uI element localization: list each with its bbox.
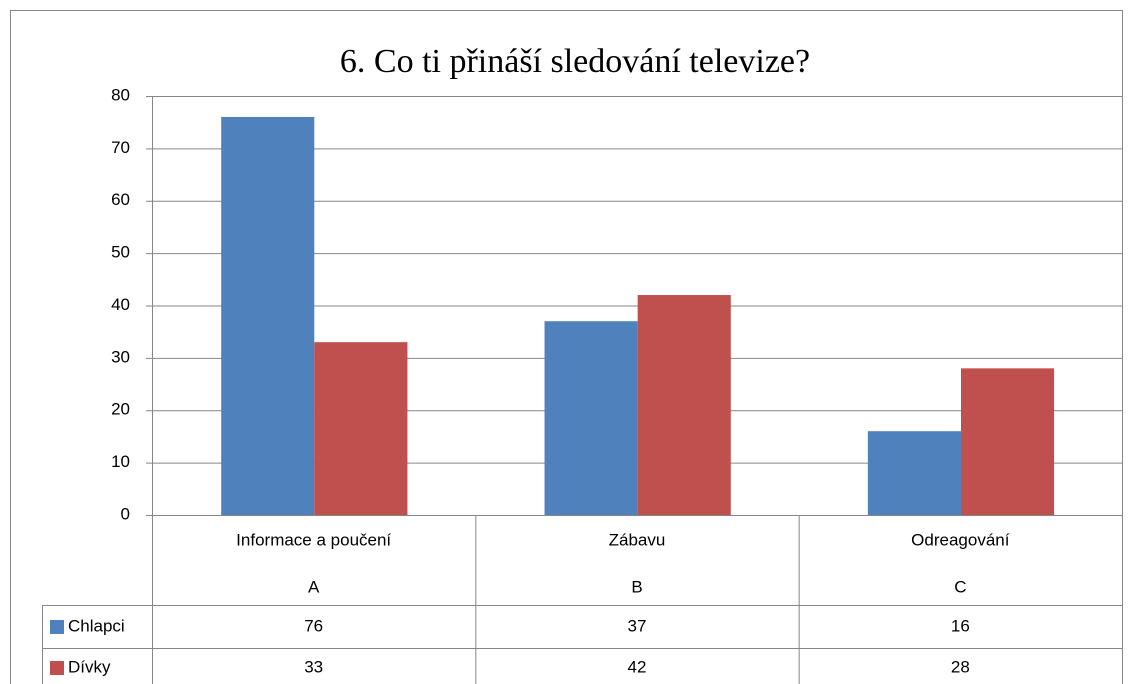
chart-border [10, 10, 1123, 684]
y-tick-label: 10 [111, 452, 130, 471]
legend-swatch [50, 661, 64, 675]
table-value: 33 [304, 657, 323, 676]
bar [314, 342, 408, 515]
x-tick-label: Informace a poučení [236, 530, 391, 549]
legend-swatch [50, 620, 64, 634]
y-tick-label: 70 [111, 138, 130, 157]
y-tick-label: 50 [111, 243, 130, 262]
bar [221, 116, 315, 515]
y-tick-label: 40 [111, 295, 130, 314]
legend-label: Dívky [68, 657, 111, 676]
y-tick-label: 20 [111, 400, 130, 419]
bar [544, 321, 638, 515]
table-value: 16 [951, 616, 970, 635]
x-subcategory-label: A [308, 577, 320, 596]
x-subcategory-label: B [631, 577, 642, 596]
y-tick-label: 60 [111, 190, 130, 209]
bar [960, 368, 1055, 515]
x-tick-label: Odreagování [911, 530, 1010, 549]
x-tick-label: Zábavu [609, 530, 666, 549]
legend-label: Chlapci [68, 616, 125, 635]
table-value: 37 [628, 616, 647, 635]
bar [637, 295, 731, 515]
y-tick-label: 0 [121, 504, 130, 523]
y-tick-label: 30 [111, 347, 130, 366]
chart-title: 6. Co ti přináší sledování televize? [340, 43, 810, 80]
table-value: 28 [951, 657, 970, 676]
x-subcategory-label: C [954, 577, 966, 596]
bar [867, 431, 961, 515]
table-value: 76 [304, 616, 323, 635]
y-tick-label: 80 [111, 85, 130, 104]
table-value: 42 [628, 657, 647, 676]
